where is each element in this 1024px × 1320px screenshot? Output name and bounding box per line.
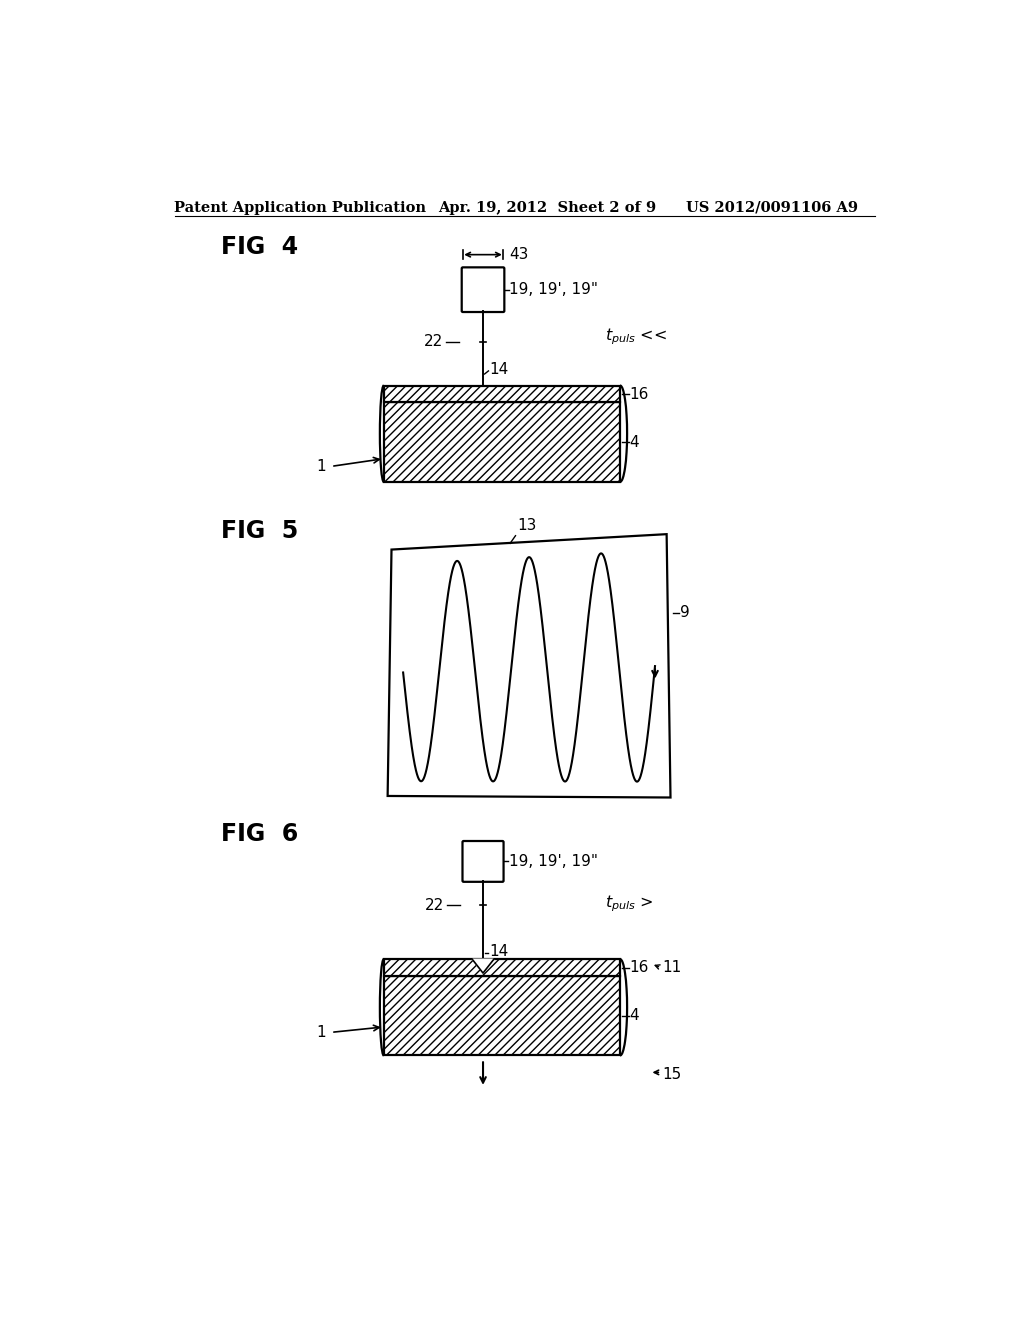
Text: 14: 14 [489,944,509,960]
Text: 15: 15 [663,1067,682,1082]
Text: 1: 1 [316,459,326,474]
Text: 22: 22 [425,898,444,913]
Text: US 2012/0091106 A9: US 2012/0091106 A9 [686,201,858,215]
Bar [384,403,621,482]
Text: 9: 9 [680,605,689,620]
Text: 1: 1 [316,1024,326,1040]
Text: 22: 22 [424,334,443,350]
Polygon shape [472,960,494,973]
Text: 16: 16 [630,960,649,975]
Bar [384,977,621,1056]
Text: FIG  5: FIG 5 [221,519,298,543]
Text: 11: 11 [663,960,682,975]
Bar [384,960,621,977]
Text: $t_{puls}$ <<: $t_{puls}$ << [604,327,667,347]
Text: FIG  4: FIG 4 [221,235,298,260]
Text: 4: 4 [630,434,639,450]
FancyBboxPatch shape [463,841,504,882]
Text: Patent Application Publication: Patent Application Publication [174,201,427,215]
Text: 14: 14 [489,362,509,378]
Text: $t_{puls}$ >: $t_{puls}$ > [604,894,653,913]
Text: Apr. 19, 2012  Sheet 2 of 9: Apr. 19, 2012 Sheet 2 of 9 [438,201,656,215]
Text: 16: 16 [630,387,649,401]
Text: 19, 19', 19": 19, 19', 19" [509,282,598,297]
Text: FIG  6: FIG 6 [221,822,298,846]
Text: 19, 19', 19": 19, 19', 19" [509,854,598,869]
FancyBboxPatch shape [462,268,505,312]
Text: 43: 43 [509,247,528,263]
Text: 4: 4 [630,1008,639,1023]
Bar [384,385,621,403]
Text: 13: 13 [517,519,537,533]
